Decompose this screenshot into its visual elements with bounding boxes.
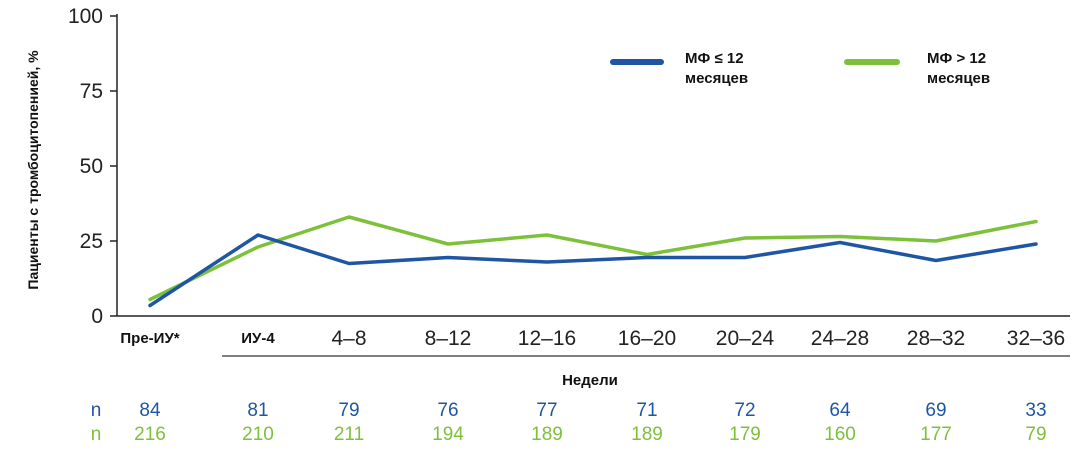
x-tick-label: Пре-ИУ* (120, 330, 179, 347)
y-tick-label: 100 (68, 5, 103, 28)
x-tick-label: 24–28 (811, 327, 869, 350)
legend-label-0: месяцев (685, 70, 748, 87)
n-row-label: n (91, 400, 102, 421)
legend-label-1: месяцев (927, 70, 990, 87)
x-axis-label: Недели (562, 372, 618, 389)
x-tick-label: 4–8 (331, 327, 366, 350)
n-value: 210 (242, 424, 274, 445)
x-tick-label: 32–36 (1007, 327, 1065, 350)
legend-label-0: МФ ≤ 12 (685, 50, 744, 67)
n-value: 211 (334, 424, 364, 445)
n-value: 179 (729, 424, 761, 445)
n-value: 76 (437, 400, 458, 421)
n-value: 189 (631, 424, 663, 445)
n-rows: n 84 81 79 76 77 71 72 64 69 33 n 216 210 211 194 189 189… (91, 400, 1047, 445)
series-line-0 (148, 233, 1038, 308)
n-value: 189 (531, 424, 563, 445)
n-value: 81 (247, 400, 268, 421)
n-value: 79 (1025, 424, 1046, 445)
n-value: 194 (432, 424, 464, 445)
y-tick-label: 75 (80, 80, 103, 103)
n-value: 177 (920, 424, 952, 445)
legend-label-1: МФ > 12 (927, 50, 986, 67)
x-tick-label: 8–12 (425, 327, 472, 350)
n-value: 79 (338, 400, 359, 421)
n-value: 71 (636, 400, 657, 421)
x-tick-label: ИУ-4 (241, 330, 275, 347)
y-ticks: 0 25 50 75 100 (68, 5, 117, 328)
y-tick-label: 25 (80, 230, 103, 253)
n-value: 72 (734, 400, 755, 421)
x-tick-label: 20–24 (716, 327, 775, 350)
series-line-1 (148, 215, 1038, 302)
x-ticks: Пре-ИУ* ИУ-4 4–8 8–12 12–16 16–20 20–24 24–28 28… (120, 327, 1065, 350)
x-tick-label: 12–16 (518, 327, 576, 350)
n-value: 216 (134, 424, 166, 445)
n-value: 33 (1025, 400, 1046, 421)
n-value: 77 (536, 400, 557, 421)
n-value: 64 (829, 400, 851, 421)
y-tick-label: 50 (80, 155, 103, 178)
x-tick-label: 16–20 (618, 327, 676, 350)
n-value: 84 (139, 400, 161, 421)
series-group (148, 215, 1038, 308)
x-tick-label: 28–32 (907, 327, 965, 350)
y-tick-label: 0 (91, 305, 103, 328)
y-axis-label: Пациенты с тромбоцитопенией, % (25, 50, 41, 290)
n-row-label: n (91, 424, 102, 445)
n-value: 69 (925, 400, 946, 421)
legend: МФ ≤ 12 месяцев МФ > 12 месяцев (610, 50, 990, 87)
n-value: 160 (824, 424, 856, 445)
